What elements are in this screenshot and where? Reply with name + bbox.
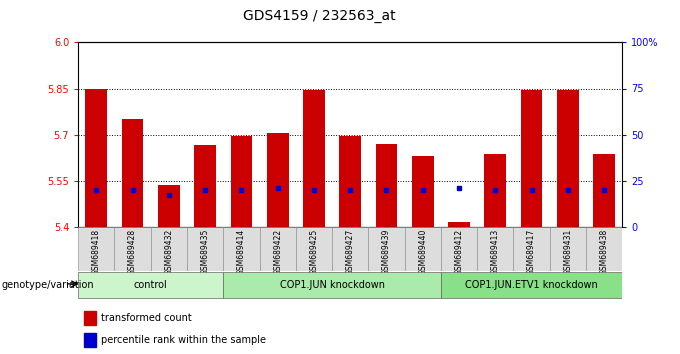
Text: GSM689417: GSM689417	[527, 229, 536, 275]
FancyBboxPatch shape	[223, 227, 260, 271]
Text: GSM689439: GSM689439	[382, 229, 391, 275]
Text: GSM689422: GSM689422	[273, 229, 282, 275]
Text: GSM689412: GSM689412	[454, 229, 464, 275]
Bar	[303, 90, 325, 227]
FancyBboxPatch shape	[260, 227, 296, 271]
Bar	[122, 119, 143, 227]
Bar	[267, 133, 288, 227]
Text: GSM689413: GSM689413	[491, 229, 500, 275]
Bar	[84, 312, 96, 325]
Bar	[194, 145, 216, 227]
Text: genotype/variation: genotype/variation	[1, 280, 94, 290]
Text: GSM689440: GSM689440	[418, 229, 427, 275]
Text: GDS4159 / 232563_at: GDS4159 / 232563_at	[243, 9, 396, 23]
Bar	[158, 185, 180, 227]
Text: percentile rank within the sample: percentile rank within the sample	[101, 335, 266, 345]
Text: GSM689428: GSM689428	[128, 229, 137, 275]
FancyBboxPatch shape	[405, 227, 441, 271]
Bar	[84, 333, 96, 347]
FancyBboxPatch shape	[332, 227, 369, 271]
Bar	[231, 136, 252, 227]
Text: COP1.JUN knockdown: COP1.JUN knockdown	[279, 280, 385, 290]
FancyBboxPatch shape	[513, 227, 549, 271]
Text: GSM689418: GSM689418	[92, 229, 101, 275]
Bar	[412, 156, 434, 227]
Bar	[448, 222, 470, 227]
Text: GSM689431: GSM689431	[563, 229, 573, 275]
Text: GSM689425: GSM689425	[309, 229, 318, 275]
Text: GSM689438: GSM689438	[600, 229, 609, 275]
Bar	[593, 154, 615, 227]
Bar	[521, 90, 543, 227]
FancyBboxPatch shape	[549, 227, 586, 271]
Bar	[375, 144, 397, 227]
Text: GSM689414: GSM689414	[237, 229, 246, 275]
FancyBboxPatch shape	[477, 227, 513, 271]
FancyBboxPatch shape	[223, 272, 441, 298]
Text: transformed count: transformed count	[101, 313, 192, 323]
Text: COP1.JUN.ETV1 knockdown: COP1.JUN.ETV1 knockdown	[465, 280, 598, 290]
FancyBboxPatch shape	[78, 272, 223, 298]
Text: control: control	[134, 280, 167, 290]
FancyBboxPatch shape	[187, 227, 223, 271]
FancyBboxPatch shape	[441, 227, 477, 271]
Bar	[339, 136, 361, 227]
FancyBboxPatch shape	[151, 227, 187, 271]
Bar	[557, 90, 579, 227]
Bar	[484, 154, 506, 227]
FancyBboxPatch shape	[296, 227, 332, 271]
Text: GSM689435: GSM689435	[201, 229, 209, 275]
FancyBboxPatch shape	[114, 227, 151, 271]
Text: GSM689427: GSM689427	[345, 229, 355, 275]
Bar	[86, 88, 107, 227]
FancyBboxPatch shape	[586, 227, 622, 271]
FancyBboxPatch shape	[78, 227, 114, 271]
Text: GSM689432: GSM689432	[165, 229, 173, 275]
FancyBboxPatch shape	[441, 272, 622, 298]
FancyBboxPatch shape	[369, 227, 405, 271]
